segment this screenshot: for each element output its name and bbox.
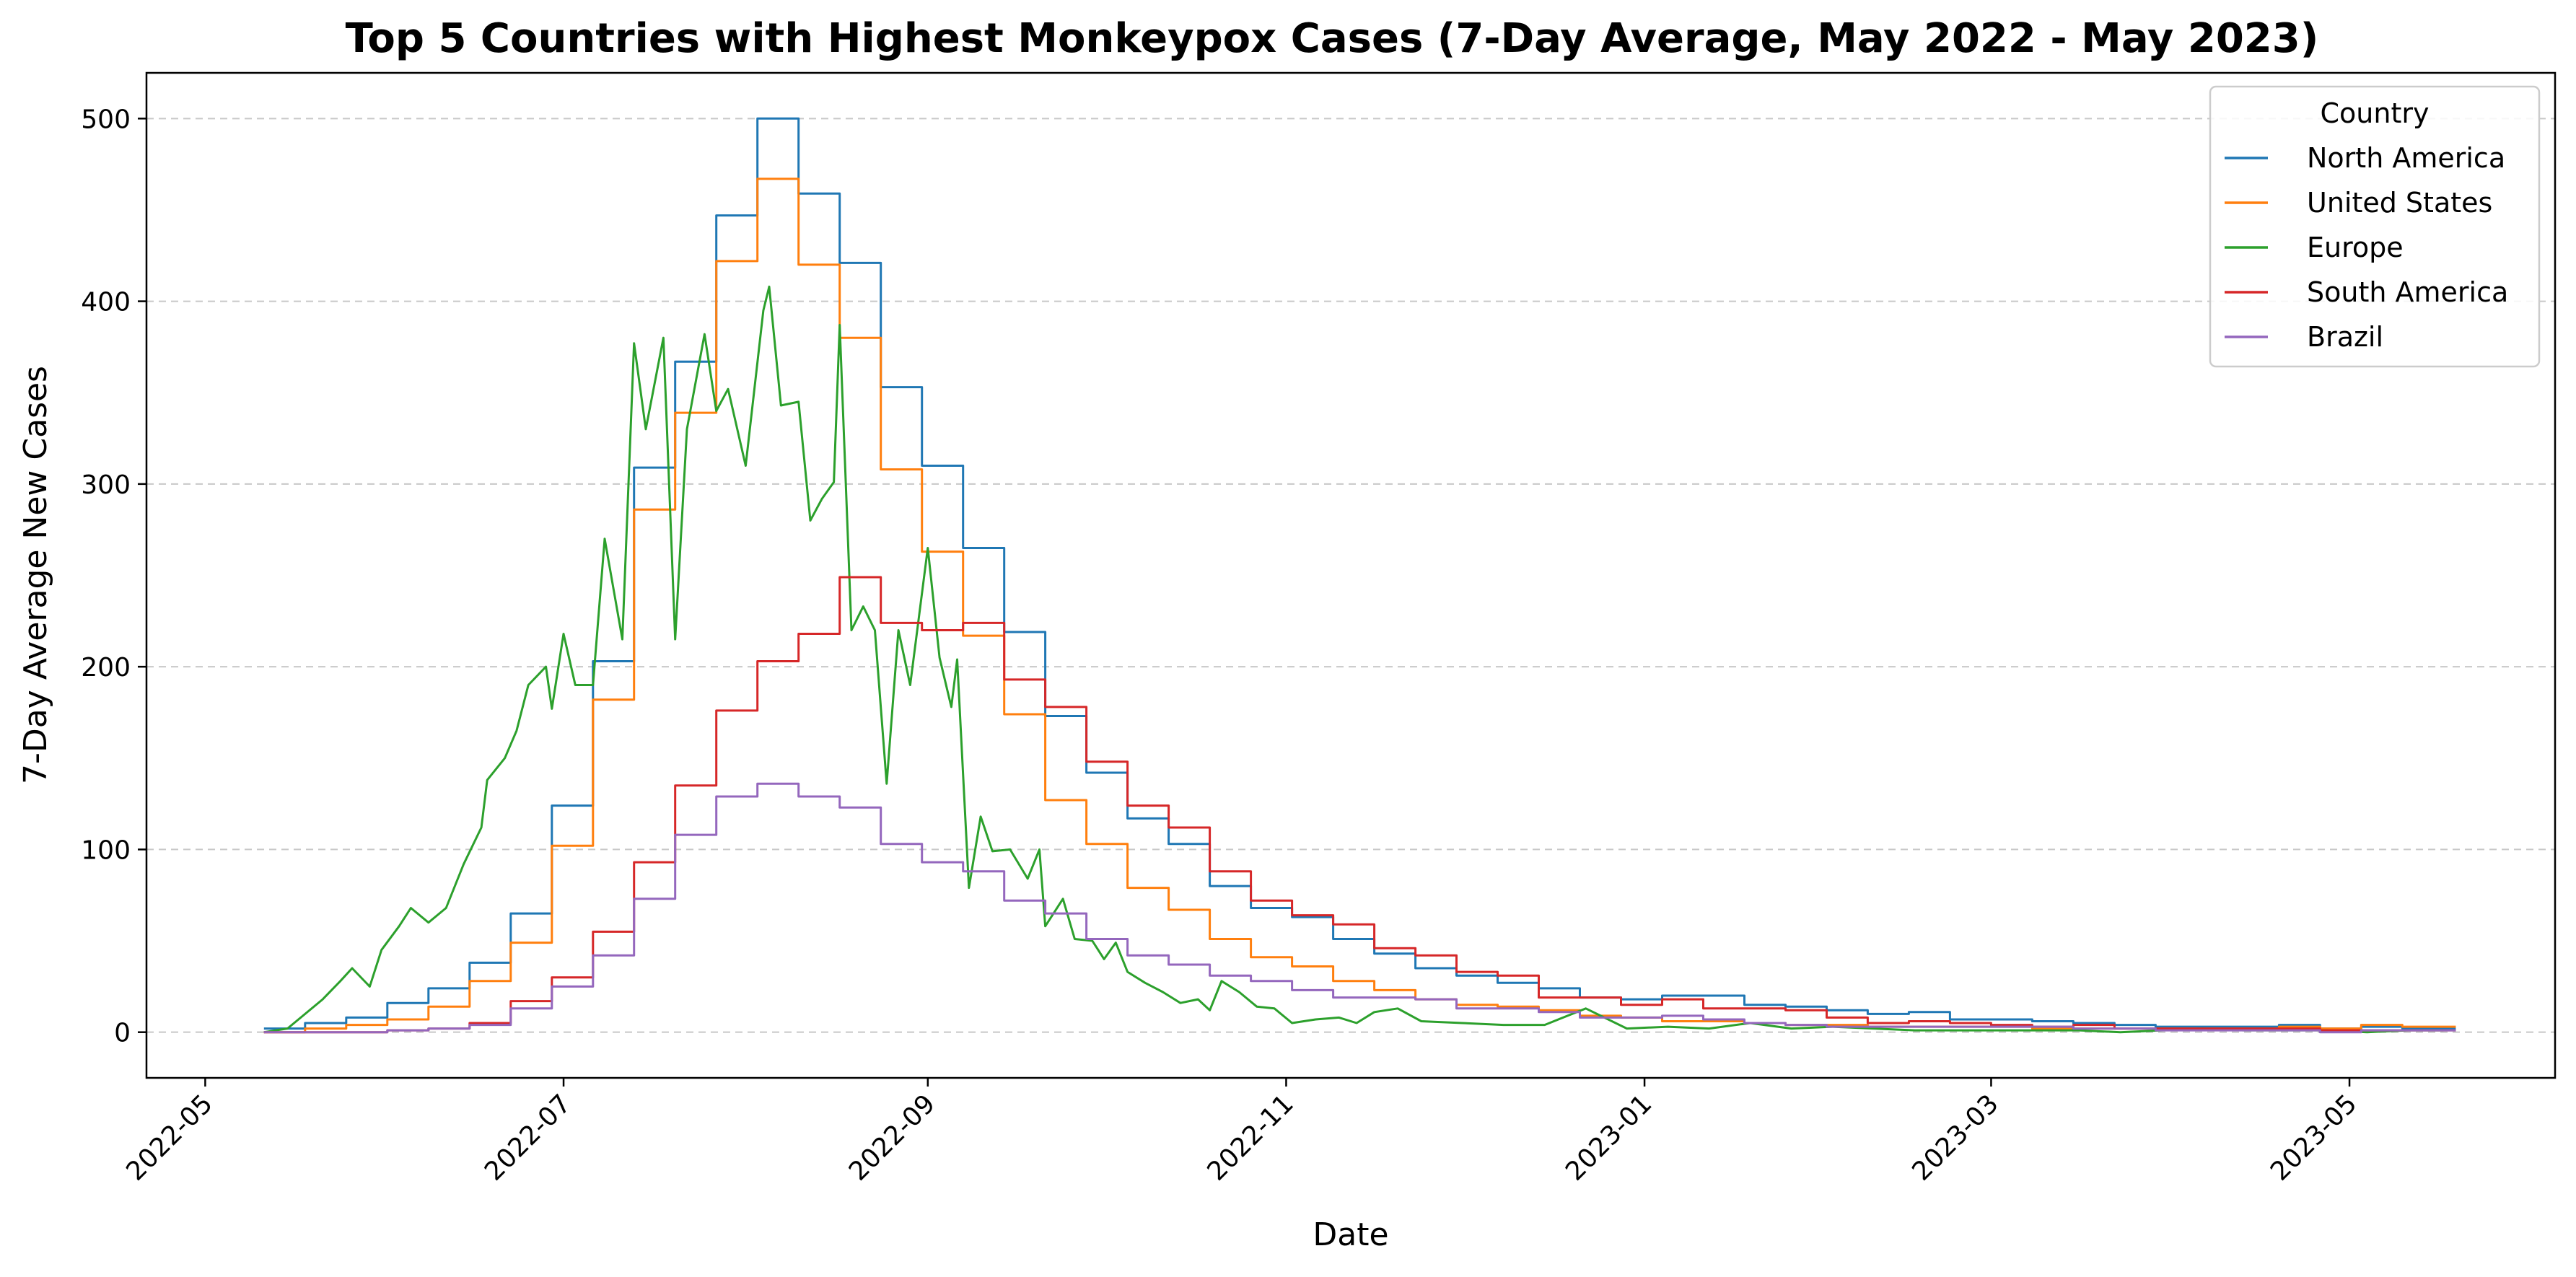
y-tick-label: 400 bbox=[81, 288, 131, 317]
legend-label: United States bbox=[2307, 187, 2492, 219]
legend: Country North America United States Europe… bbox=[2209, 85, 2541, 368]
y-tick-label: 300 bbox=[81, 470, 131, 500]
legend-label: South America bbox=[2307, 276, 2508, 308]
legend-label: North America bbox=[2307, 142, 2505, 174]
x-axis-label: Date bbox=[1313, 1216, 1388, 1253]
series-lines bbox=[263, 117, 2456, 1034]
y-tick-label: 500 bbox=[81, 105, 131, 134]
y-axis-label: 7-Day Average New Cases bbox=[17, 366, 54, 784]
gridlines bbox=[146, 118, 2555, 1033]
legend-box bbox=[2209, 85, 2541, 368]
series-line-europe bbox=[263, 285, 2444, 1034]
series-line-brazil bbox=[263, 782, 2456, 1034]
legend-title: Country bbox=[2321, 97, 2430, 129]
legend-label: Europe bbox=[2307, 232, 2404, 263]
y-tick-label: 200 bbox=[81, 653, 131, 683]
y-tick-label: 100 bbox=[81, 835, 131, 865]
chart-title: Top 5 Countries with Highest Monkeypox C… bbox=[346, 15, 2319, 62]
y-tick-label: 0 bbox=[114, 1019, 131, 1048]
series-line-south-america bbox=[263, 576, 2456, 1034]
plot-frame bbox=[145, 71, 2557, 1079]
y-axis: 0 100 200 300 400 500 bbox=[81, 105, 146, 1048]
legend-label: Brazil bbox=[2307, 321, 2383, 353]
